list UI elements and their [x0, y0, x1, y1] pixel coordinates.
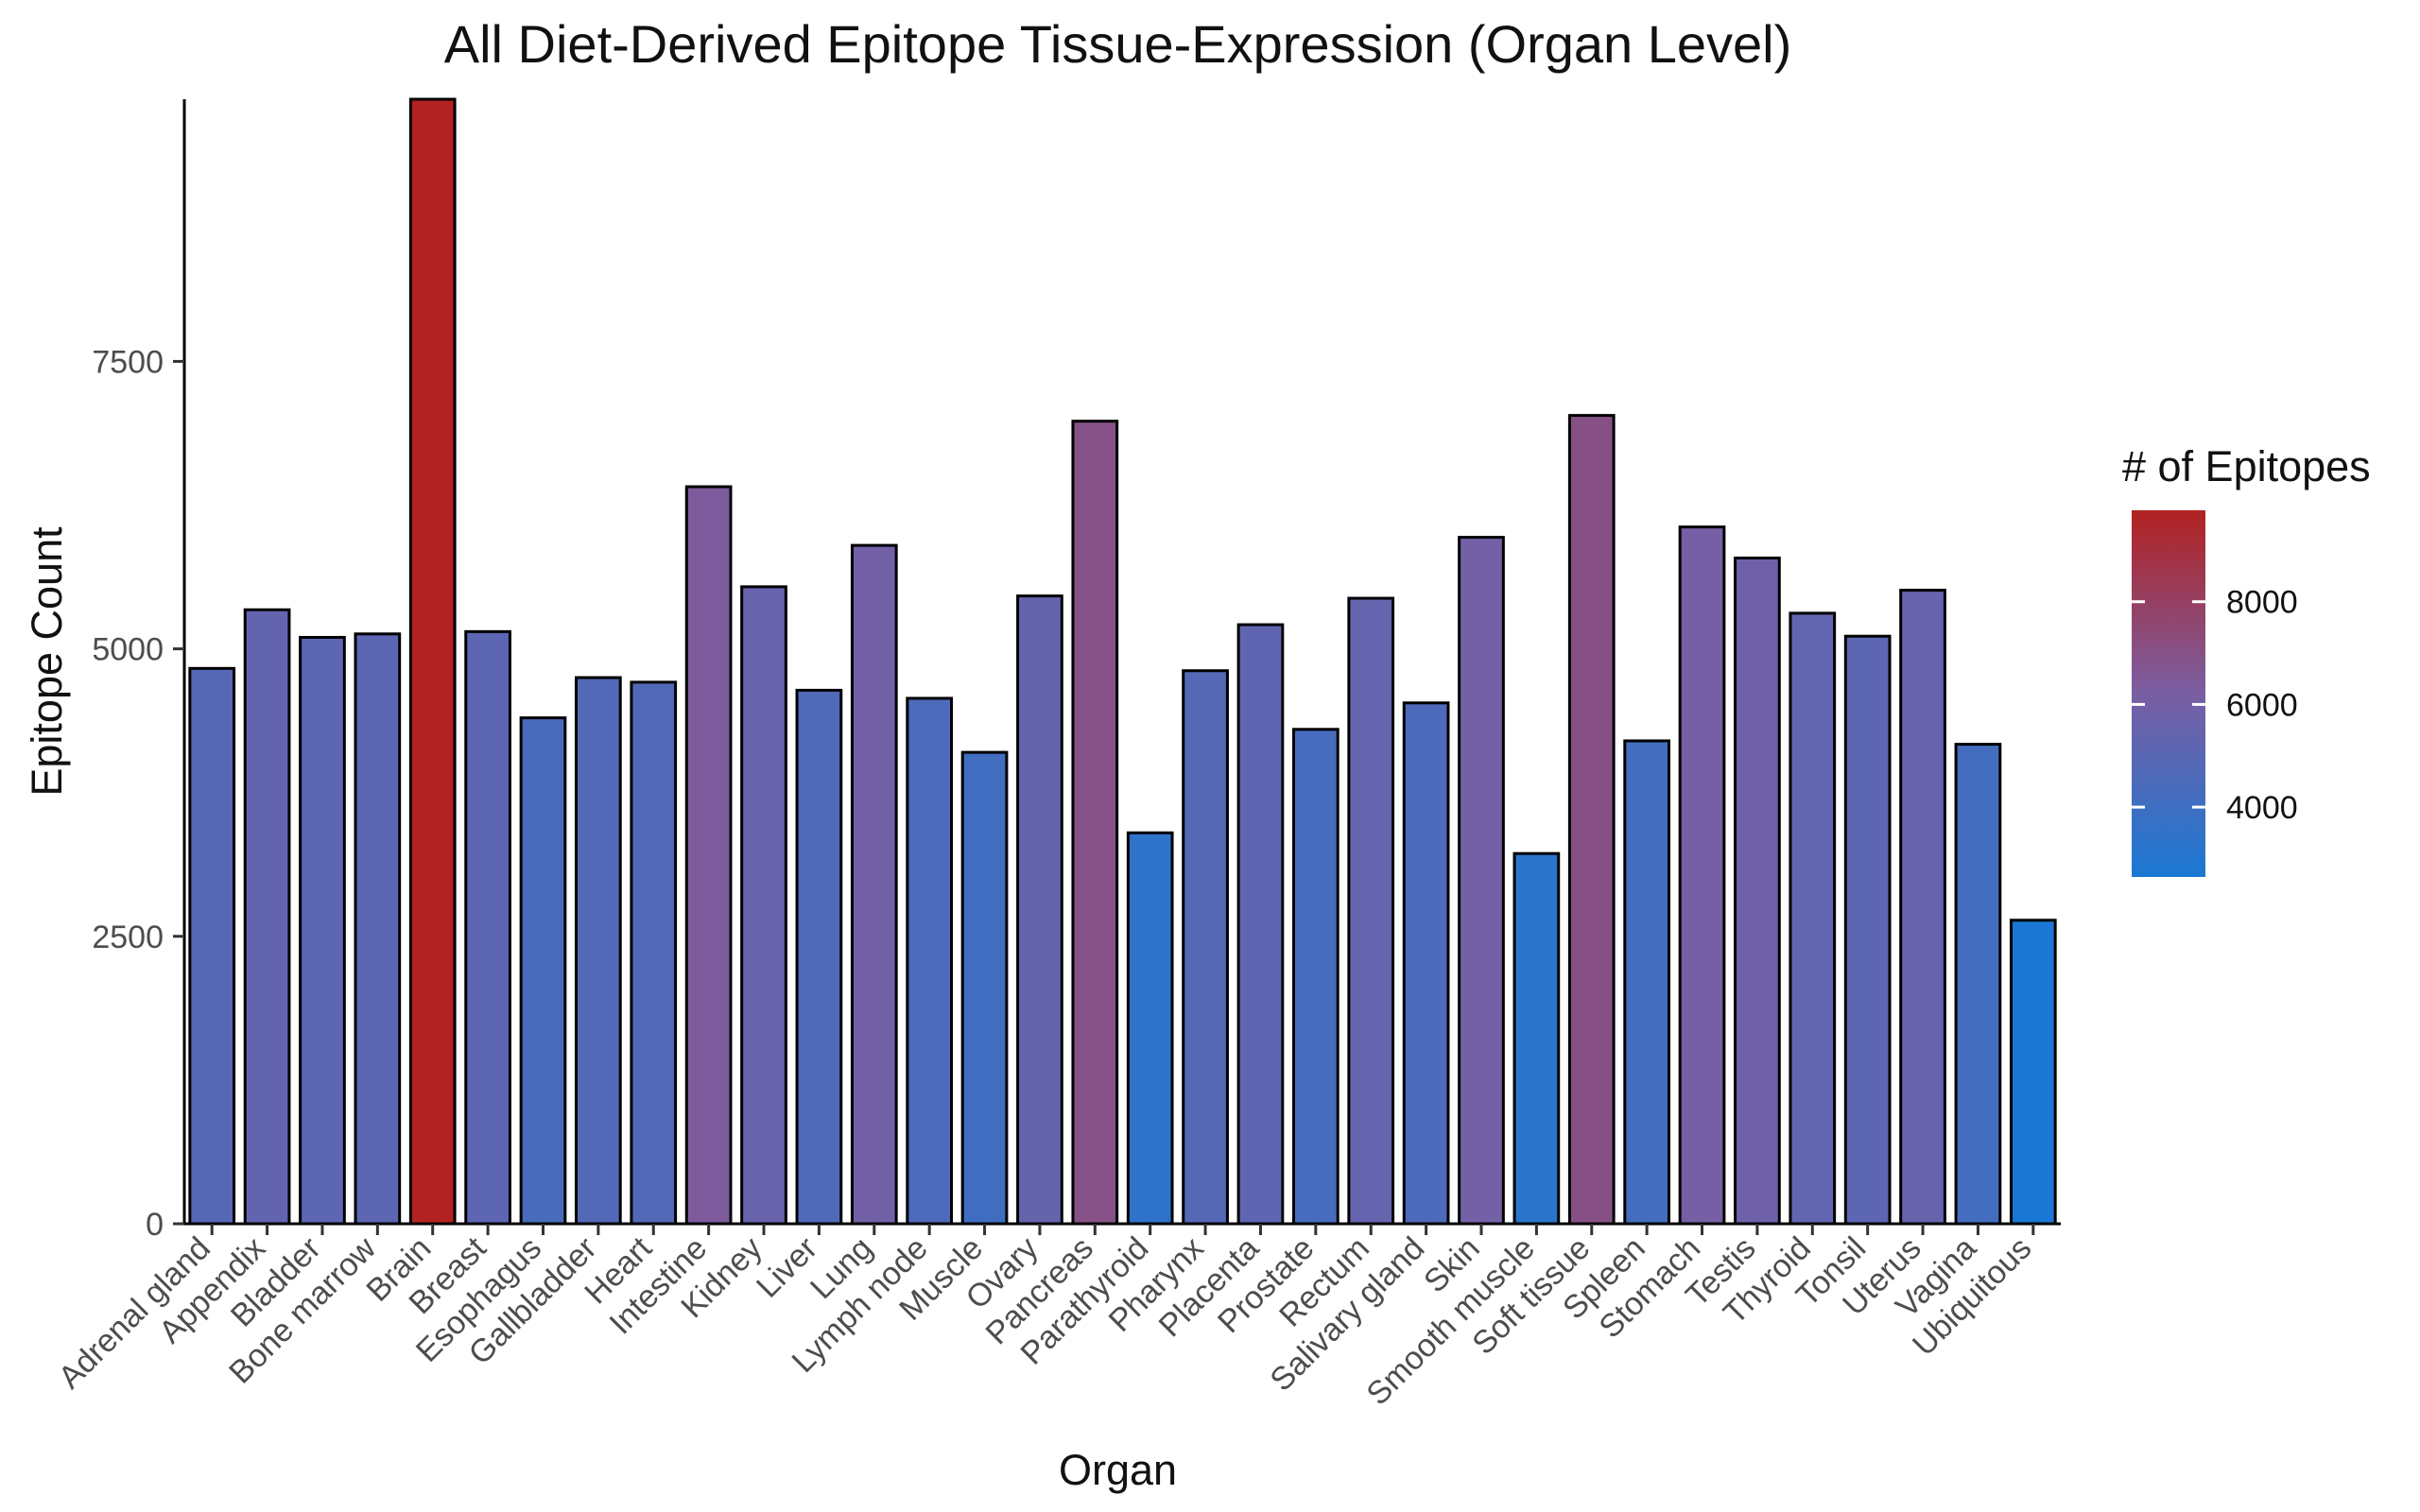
legend-tick-label: 8000 [2226, 585, 2298, 621]
bar [408, 97, 457, 1226]
bar [906, 696, 954, 1226]
bar [960, 750, 1009, 1226]
legend-tick-label: 4000 [2226, 790, 2298, 826]
bar [1899, 589, 1946, 1226]
y-tick-label: 7500 [92, 344, 164, 380]
bar [684, 485, 733, 1226]
chart-title: All Diet-Derived Epitope Tissue-Expressi… [443, 14, 1792, 74]
bar [1843, 634, 1892, 1226]
bar [2009, 919, 2057, 1226]
bar [1016, 594, 1063, 1226]
legend-title: # of Epitopes [2122, 442, 2371, 490]
bar [1402, 701, 1450, 1226]
bar [188, 666, 236, 1226]
bar [740, 585, 787, 1226]
y-tick-label: 2500 [92, 919, 164, 955]
bar [1789, 611, 1837, 1226]
bar [1734, 556, 1781, 1226]
bar [1126, 831, 1174, 1226]
bar [1954, 743, 2002, 1226]
bar [1623, 739, 1670, 1226]
y-tick-label: 5000 [92, 632, 164, 668]
legend-tick-label: 6000 [2226, 687, 2298, 723]
bar [1567, 414, 1616, 1226]
bar [1071, 420, 1119, 1226]
bar [1236, 623, 1285, 1226]
bar [1678, 525, 1726, 1226]
bar [354, 632, 402, 1226]
bar [630, 680, 678, 1226]
bar [1512, 851, 1561, 1226]
y-tick-label: 0 [146, 1207, 164, 1243]
bar [1458, 536, 1505, 1226]
bar [299, 635, 346, 1226]
bar [1182, 669, 1229, 1226]
bar [464, 629, 511, 1226]
bar [243, 608, 291, 1226]
bar [575, 676, 622, 1226]
x-axis-label: Organ [1058, 1446, 1178, 1494]
bar [850, 543, 898, 1226]
bar [1347, 596, 1395, 1226]
bar [519, 716, 567, 1226]
legend-colorbar [2132, 510, 2205, 877]
x-tick-label: Liver [750, 1230, 824, 1305]
bar [795, 688, 843, 1226]
bar [1291, 728, 1340, 1226]
